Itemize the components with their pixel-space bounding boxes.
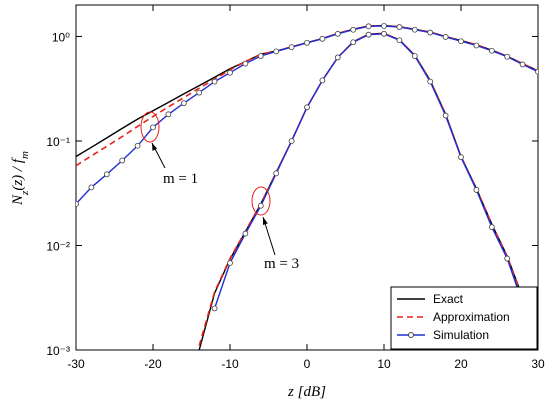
series-line bbox=[213, 33, 534, 350]
marker bbox=[535, 68, 538, 75]
y-axis-label: Nz(z) / fm bbox=[10, 151, 31, 206]
marker bbox=[196, 89, 203, 96]
legend-label: Approximation bbox=[433, 310, 510, 324]
annotation: m = 1 bbox=[163, 171, 198, 187]
marker bbox=[257, 202, 264, 209]
marker bbox=[304, 39, 310, 46]
marker bbox=[211, 305, 218, 312]
marker bbox=[334, 54, 341, 61]
marker bbox=[427, 29, 434, 36]
y-axis-label-part: m bbox=[19, 151, 31, 159]
marker bbox=[180, 100, 187, 107]
legend-label: Exact bbox=[433, 292, 464, 306]
marker bbox=[288, 44, 295, 51]
marker bbox=[442, 112, 449, 119]
marker bbox=[396, 24, 403, 30]
marker bbox=[504, 255, 511, 262]
y-axis-label-part: N bbox=[10, 194, 26, 206]
annotation: m = 3 bbox=[264, 256, 299, 272]
legend-box bbox=[390, 286, 538, 350]
marker bbox=[319, 77, 326, 84]
marker bbox=[150, 124, 156, 131]
marker bbox=[365, 23, 372, 30]
marker bbox=[536, 371, 541, 376]
y-tick-label: 10⁻¹ bbox=[46, 135, 70, 149]
marker bbox=[458, 38, 464, 45]
marker bbox=[396, 37, 403, 44]
annotation-ellipse bbox=[251, 186, 271, 216]
marker bbox=[473, 187, 480, 193]
legend-label: Simulation bbox=[433, 328, 489, 342]
arrow-head bbox=[152, 143, 157, 151]
marker bbox=[411, 53, 418, 59]
marker bbox=[119, 157, 126, 164]
marker bbox=[334, 30, 341, 37]
marker bbox=[273, 48, 280, 55]
marker bbox=[519, 61, 526, 68]
x-tick-label: 0 bbox=[304, 357, 311, 371]
legend-marker bbox=[408, 332, 414, 338]
marker bbox=[273, 170, 280, 177]
marker bbox=[350, 26, 357, 33]
marker bbox=[88, 184, 95, 191]
marker bbox=[76, 200, 79, 207]
marker bbox=[488, 47, 495, 54]
y-axis-label-part: z bbox=[19, 190, 31, 196]
marker bbox=[381, 23, 387, 29]
marker bbox=[227, 69, 233, 76]
y-axis-label-part: (z) / f bbox=[10, 157, 26, 190]
x-axis-label: z [dB] bbox=[287, 384, 326, 400]
x-tick-label: -20 bbox=[144, 357, 162, 371]
x-tick-label: -30 bbox=[67, 357, 85, 371]
annotation-ellipse bbox=[140, 111, 160, 143]
marker bbox=[211, 78, 218, 85]
marker bbox=[227, 260, 233, 266]
marker bbox=[103, 171, 110, 178]
marker bbox=[165, 111, 172, 118]
x-tick-label: -10 bbox=[221, 357, 239, 371]
marker bbox=[242, 230, 249, 237]
marker bbox=[242, 60, 249, 67]
x-tick-label: 20 bbox=[454, 357, 468, 371]
marker bbox=[427, 78, 434, 85]
arrow-head bbox=[263, 217, 268, 225]
y-tick-label: 10⁰ bbox=[52, 30, 70, 44]
y-tick-label: 10⁻³ bbox=[46, 344, 70, 358]
x-tick-label: 10 bbox=[377, 357, 391, 371]
marker bbox=[304, 104, 310, 111]
marker bbox=[288, 138, 295, 144]
marker bbox=[473, 42, 480, 49]
marker bbox=[504, 53, 511, 60]
marker bbox=[488, 224, 495, 230]
series-line bbox=[76, 24, 538, 167]
marker bbox=[319, 35, 326, 42]
marker bbox=[411, 26, 418, 33]
marker bbox=[350, 39, 357, 46]
y-tick-label: 10⁻² bbox=[46, 239, 70, 253]
marker bbox=[257, 53, 264, 59]
marker bbox=[442, 34, 449, 40]
marker bbox=[134, 142, 141, 149]
marker bbox=[381, 30, 387, 37]
x-tick-label: 30 bbox=[531, 357, 545, 371]
marker bbox=[458, 154, 464, 161]
marker bbox=[365, 31, 372, 38]
